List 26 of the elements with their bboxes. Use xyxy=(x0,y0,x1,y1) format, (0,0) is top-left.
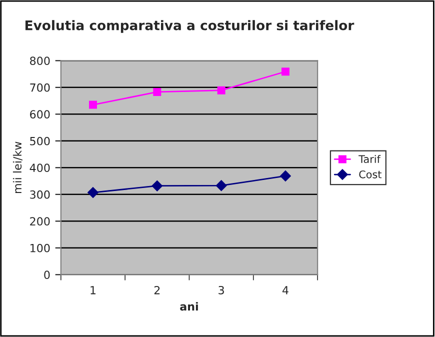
y-tick-label: 400 xyxy=(30,164,50,172)
y-tick-label: 200 xyxy=(30,217,50,226)
point xyxy=(88,187,98,198)
legend-label: Tarif xyxy=(358,154,381,164)
y-tick-label: 800 xyxy=(30,56,50,66)
chart-title: Evolutia comparativa a costurilor si tarifelor xyxy=(25,20,354,33)
point xyxy=(88,100,97,109)
point xyxy=(217,86,226,94)
x-tick-label: 4 xyxy=(282,286,288,294)
y-tick-label: 0 xyxy=(44,270,50,280)
y-tick-label: 100 xyxy=(30,244,50,252)
x-tick-label: 2 xyxy=(154,286,160,294)
x-tick-label: 3 xyxy=(218,286,224,294)
point xyxy=(280,170,291,182)
point xyxy=(153,88,162,96)
legend-label: Cost xyxy=(359,170,382,178)
y-tick-label: 500 xyxy=(30,136,50,146)
point xyxy=(281,68,290,76)
y-tick-label: 600 xyxy=(30,110,50,119)
x-tick-label: 1 xyxy=(90,286,96,294)
point xyxy=(216,180,227,192)
point xyxy=(152,180,163,192)
x-axis-title: ani xyxy=(180,302,198,311)
y-axis-title: mii lei/kw xyxy=(12,142,22,194)
y-tick-label: 700 xyxy=(30,83,50,92)
y-tick-label: 300 xyxy=(30,190,50,199)
